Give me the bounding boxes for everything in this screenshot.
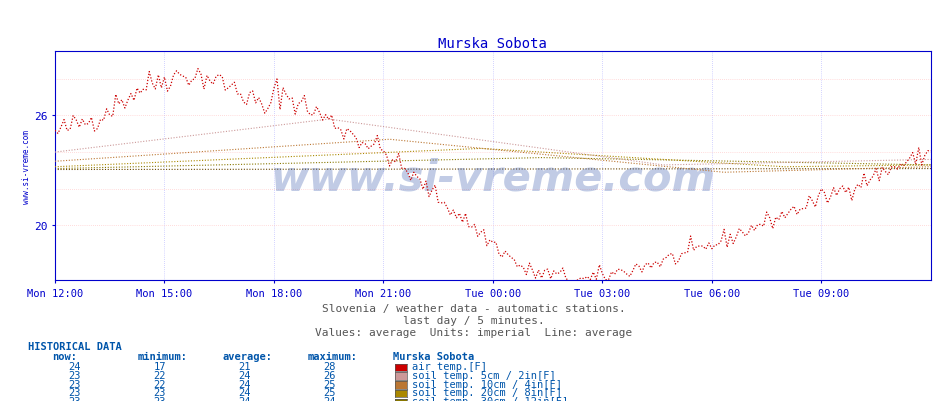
Text: Slovenia / weather data - automatic stations.: Slovenia / weather data - automatic stat…: [322, 303, 625, 313]
Text: 17: 17: [153, 361, 166, 371]
Text: 26: 26: [324, 370, 336, 380]
Text: 23: 23: [68, 379, 80, 389]
Text: 23: 23: [68, 396, 80, 401]
Text: 23: 23: [153, 387, 166, 397]
Text: 24: 24: [239, 396, 251, 401]
Text: 23: 23: [68, 387, 80, 397]
Text: 22: 22: [153, 379, 166, 389]
Text: soil temp. 10cm / 4in[F]: soil temp. 10cm / 4in[F]: [412, 379, 562, 389]
Text: 23: 23: [153, 396, 166, 401]
Text: 28: 28: [324, 361, 336, 371]
Text: 24: 24: [239, 387, 251, 397]
Text: HISTORICAL DATA: HISTORICAL DATA: [28, 341, 122, 351]
Text: Murska Sobota: Murska Sobota: [393, 351, 474, 361]
Text: 22: 22: [153, 370, 166, 380]
Text: 24: 24: [68, 361, 80, 371]
Text: minimum:: minimum:: [137, 351, 188, 361]
Text: 23: 23: [68, 370, 80, 380]
Text: soil temp. 5cm / 2in[F]: soil temp. 5cm / 2in[F]: [412, 370, 556, 380]
Text: 24: 24: [324, 396, 336, 401]
Text: last day / 5 minutes.: last day / 5 minutes.: [402, 315, 545, 325]
Text: 25: 25: [324, 387, 336, 397]
Text: maximum:: maximum:: [308, 351, 358, 361]
Text: now:: now:: [52, 351, 77, 361]
Title: Murska Sobota: Murska Sobota: [438, 37, 547, 51]
Text: soil temp. 20cm / 8in[F]: soil temp. 20cm / 8in[F]: [412, 387, 562, 397]
Text: 24: 24: [239, 370, 251, 380]
Text: www.si-vreme.com: www.si-vreme.com: [271, 157, 715, 199]
Text: air temp.[F]: air temp.[F]: [412, 361, 487, 371]
Text: 21: 21: [239, 361, 251, 371]
Text: soil temp. 30cm / 12in[F]: soil temp. 30cm / 12in[F]: [412, 396, 568, 401]
Text: Values: average  Units: imperial  Line: average: Values: average Units: imperial Line: av…: [314, 327, 633, 337]
Y-axis label: www.si-vreme.com: www.si-vreme.com: [22, 130, 31, 203]
Text: 25: 25: [324, 379, 336, 389]
Text: average:: average:: [223, 351, 273, 361]
Text: 24: 24: [239, 379, 251, 389]
